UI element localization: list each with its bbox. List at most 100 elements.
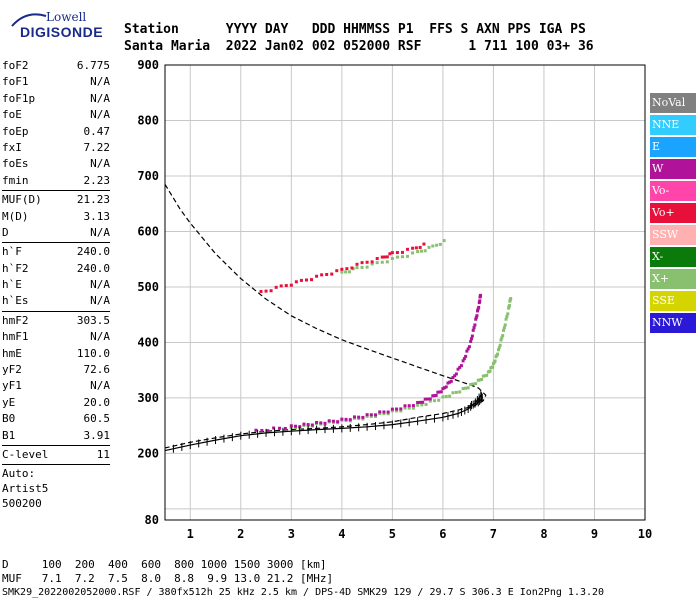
o-trace-point (453, 374, 457, 378)
x-trace-point (481, 374, 485, 378)
x-trace-point (437, 398, 441, 402)
x-trace-point (420, 403, 424, 407)
x-echo-point (435, 243, 439, 247)
o-echo-point (299, 278, 303, 282)
o-trace-point (461, 359, 465, 363)
header-line1: Station YYYY DAY DDD HHMMSS P1 FFS S AXN… (124, 22, 586, 37)
param-value: 6.775 (76, 59, 110, 72)
param-row: foF1p N/A (2, 91, 110, 107)
o-trace-point (278, 426, 282, 430)
o-trace-point (439, 390, 443, 394)
x-trace-point (480, 378, 484, 382)
x-trace-point (461, 387, 465, 391)
x-trace-point (416, 403, 420, 407)
o-trace-point (426, 397, 430, 401)
param-row: M(D) 3.13 (2, 209, 110, 225)
x-trace-point (441, 395, 445, 399)
x-trace-point (498, 343, 502, 347)
o-trace-point (446, 381, 450, 385)
param-value: 303.5 (76, 313, 110, 327)
o-trace-point (306, 423, 310, 427)
o-trace-point (456, 367, 460, 371)
x-trace-point (365, 414, 369, 418)
o-trace-point (418, 400, 422, 404)
o-echo-point (388, 252, 392, 256)
o-echo-point (355, 262, 359, 266)
param-row: C-level 11 (2, 447, 110, 463)
legend-item-e: E (650, 137, 696, 157)
o-echo-point (365, 260, 369, 264)
param-label: hmF1 (2, 330, 29, 344)
param-value: 20.0 (83, 395, 111, 409)
param-value: 21.23 (76, 193, 110, 207)
o-trace-point (476, 309, 480, 313)
x-trace-point (428, 399, 432, 403)
x-trace-point (432, 399, 436, 403)
o-trace-point (352, 415, 356, 419)
x-trace-point (502, 326, 506, 330)
footer-muf-row: MUF 7.1 7.2 7.5 8.0 8.8 9.9 13.0 21.2 [M… (2, 572, 334, 585)
param-label: foEs (2, 157, 29, 171)
x-trace-point (499, 338, 503, 342)
o-trace-point (416, 400, 420, 404)
x-echo-point (411, 251, 415, 255)
o-trace-point (390, 407, 394, 411)
x-echo-point (400, 255, 404, 259)
param-row: foF1 N/A (2, 74, 110, 90)
x-trace-point (496, 348, 500, 352)
param-value: 3.91 (83, 428, 111, 442)
x-trace-point (509, 297, 513, 301)
o-trace-point (470, 334, 474, 338)
param-row: yF2 72.6 (2, 362, 110, 378)
param-row: h`E N/A (2, 277, 110, 293)
param-label: B0 (2, 412, 16, 426)
param-row: foEs N/A (2, 156, 110, 172)
footer-file-info: SMK29_2022002052000.RSF / 380fx512h 25 k… (2, 587, 605, 598)
param-value: 240.0 (76, 245, 110, 259)
o-trace-point (336, 420, 340, 424)
x-echo-point (419, 249, 423, 253)
polarization-legend: NoVal NNE E W Vo- Vo+ SSW X- X+ SSE NNW (650, 93, 696, 335)
x-trace-point (464, 386, 468, 390)
legend-item-noval: NoVal (650, 93, 696, 113)
o-trace-point (466, 347, 470, 351)
param-row: yE 20.0 (2, 395, 110, 411)
parameter-panel: foF2 6.775 foF1 N/A foF1p N/A foE N/A foEp 0.47 fx… (2, 58, 110, 511)
param-separator (2, 464, 110, 466)
o-echo-point (411, 246, 415, 250)
o-trace-point (443, 386, 447, 390)
x-trace-point (505, 315, 509, 319)
legend-item-nnw: NNW (650, 313, 696, 333)
param-row: h`F2 240.0 (2, 261, 110, 277)
o-echo-point (390, 251, 394, 255)
param-value: N/A (90, 108, 110, 122)
x-trace-point (485, 373, 489, 377)
o-echo-point (274, 285, 278, 289)
x-echo-point (442, 239, 446, 243)
x-trace-point (424, 402, 428, 406)
o-echo-point (400, 250, 404, 254)
o-trace-point (444, 385, 448, 389)
logo-line1: Lowell (46, 10, 87, 24)
x-echo-point (347, 270, 351, 274)
o-echo-point (380, 255, 384, 259)
o-trace-point (467, 345, 471, 349)
o-trace-point (266, 429, 270, 433)
param-label: yE (2, 395, 16, 409)
x-echo-point (380, 260, 384, 264)
param-value: 240.0 (76, 261, 110, 275)
x-echo-point (406, 254, 410, 258)
param-row: hmF1 N/A (2, 329, 110, 345)
y-tick-label: 500 (137, 280, 159, 294)
param-value: N/A (90, 91, 110, 105)
x-trace-point (444, 395, 448, 399)
param-row: B0 60.5 (2, 411, 110, 427)
o-trace-point (399, 407, 403, 411)
param-label: yF1 (2, 379, 22, 393)
o-trace-point (477, 305, 481, 309)
x-trace-point (469, 382, 473, 386)
param-row: yF1 N/A (2, 378, 110, 394)
o-trace-point (386, 410, 390, 414)
o-trace-point (254, 428, 258, 432)
